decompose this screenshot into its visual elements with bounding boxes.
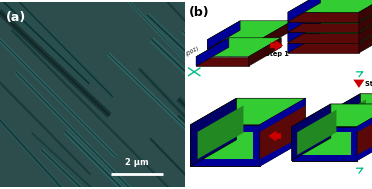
Polygon shape [288, 14, 372, 33]
Polygon shape [357, 104, 372, 132]
Polygon shape [357, 134, 372, 161]
Polygon shape [288, 0, 372, 12]
Polygon shape [288, 23, 359, 32]
Polygon shape [321, 116, 327, 150]
Polygon shape [292, 155, 357, 161]
Polygon shape [190, 125, 260, 132]
Polygon shape [190, 98, 305, 125]
Polygon shape [297, 110, 336, 155]
Polygon shape [321, 94, 372, 116]
Polygon shape [327, 99, 366, 145]
Polygon shape [321, 94, 360, 150]
Polygon shape [292, 127, 357, 161]
Text: Step 3: Step 3 [263, 142, 287, 148]
Polygon shape [196, 38, 281, 57]
Polygon shape [260, 98, 305, 166]
Polygon shape [190, 159, 260, 166]
Polygon shape [288, 43, 359, 53]
Polygon shape [288, 25, 321, 53]
Polygon shape [207, 21, 292, 40]
Polygon shape [321, 116, 372, 122]
Polygon shape [288, 25, 372, 43]
Polygon shape [190, 98, 236, 166]
Polygon shape [288, 33, 359, 43]
Text: 2 μm: 2 μm [125, 158, 149, 167]
Polygon shape [292, 127, 357, 132]
Polygon shape [253, 125, 260, 166]
Polygon shape [359, 4, 372, 32]
Polygon shape [352, 127, 357, 161]
Polygon shape [288, 4, 321, 32]
Polygon shape [207, 21, 240, 49]
Polygon shape [357, 104, 372, 161]
Polygon shape [292, 104, 331, 161]
Polygon shape [359, 25, 372, 53]
Polygon shape [288, 14, 321, 43]
Polygon shape [190, 125, 260, 166]
Text: Step 1: Step 1 [264, 51, 289, 57]
Polygon shape [297, 132, 352, 155]
Text: (110): (110) [219, 52, 233, 57]
Polygon shape [327, 122, 372, 145]
Polygon shape [292, 104, 372, 127]
Polygon shape [248, 38, 281, 66]
Polygon shape [207, 40, 260, 49]
Polygon shape [260, 21, 292, 49]
Polygon shape [288, 0, 321, 22]
Polygon shape [288, 12, 359, 22]
Polygon shape [288, 4, 372, 23]
Polygon shape [260, 98, 305, 132]
Polygon shape [260, 135, 305, 166]
Polygon shape [190, 125, 198, 166]
Text: (a): (a) [6, 11, 26, 24]
Polygon shape [198, 105, 243, 159]
Text: (b): (b) [189, 6, 209, 19]
Polygon shape [196, 38, 229, 66]
Polygon shape [196, 57, 248, 66]
Polygon shape [359, 14, 372, 43]
Polygon shape [321, 145, 372, 150]
Polygon shape [292, 127, 297, 161]
Text: (001): (001) [185, 45, 200, 57]
Text: Step 2: Step 2 [365, 81, 372, 87]
Polygon shape [359, 0, 372, 22]
Polygon shape [321, 116, 372, 150]
Polygon shape [198, 132, 253, 159]
